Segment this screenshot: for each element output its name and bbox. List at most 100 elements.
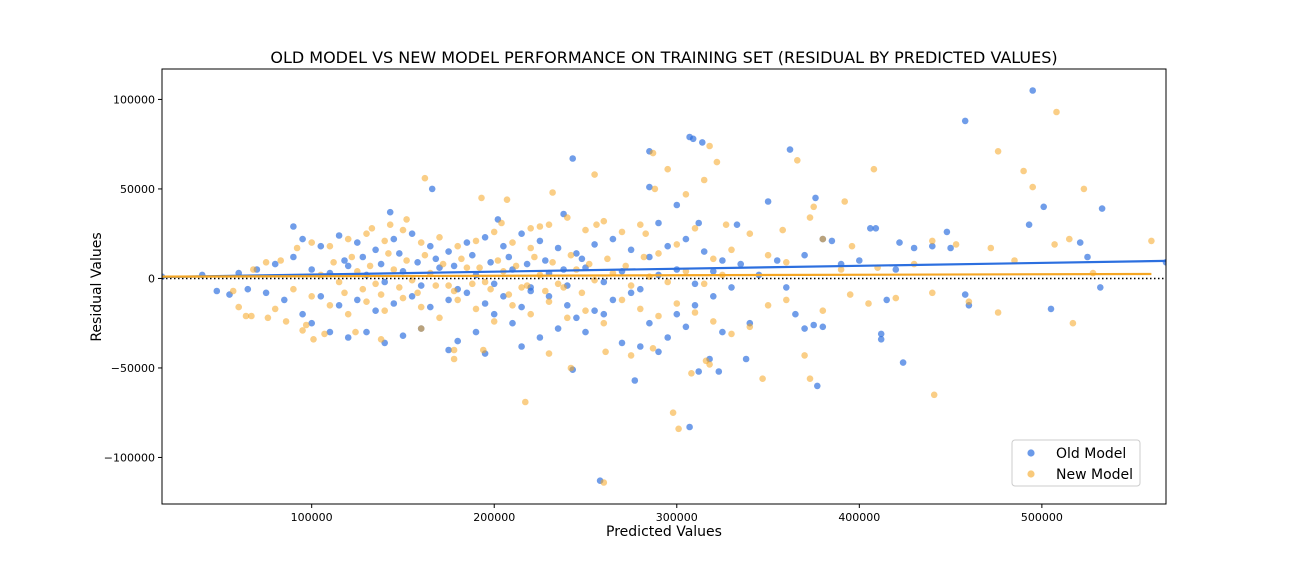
data-point — [929, 289, 936, 297]
data-point — [867, 225, 874, 232]
data-point — [518, 343, 525, 350]
data-point — [417, 303, 425, 311]
data-point — [463, 289, 471, 297]
data-point — [706, 361, 713, 368]
data-point — [403, 216, 410, 223]
data-point — [706, 142, 713, 150]
data-point — [262, 289, 270, 297]
data-point — [691, 309, 699, 316]
y-axis-label: Residual Values — [89, 232, 105, 341]
data-point — [377, 260, 385, 268]
data-point — [899, 359, 907, 366]
data-point — [600, 319, 608, 327]
data-point — [490, 280, 498, 288]
data-point — [792, 310, 799, 318]
old-model-trend-line — [162, 259, 1166, 279]
data-point — [344, 235, 352, 243]
data-point — [377, 336, 385, 343]
data-point — [564, 302, 571, 309]
data-point — [631, 377, 639, 384]
data-point — [321, 330, 328, 338]
x-tick-label: 500000 — [1021, 511, 1063, 524]
data-point — [454, 242, 462, 250]
data-point — [994, 148, 1002, 155]
data-point — [943, 228, 951, 236]
data-point — [490, 318, 498, 325]
data-point — [600, 278, 608, 286]
data-point — [801, 251, 808, 259]
data-point — [1097, 284, 1104, 291]
data-point — [518, 230, 525, 237]
data-point — [326, 242, 334, 250]
data-point — [500, 242, 507, 250]
data-point — [480, 346, 487, 354]
data-point — [627, 282, 635, 289]
data-point — [299, 310, 306, 318]
data-point — [783, 284, 790, 291]
data-point — [536, 334, 544, 341]
data-point — [348, 253, 356, 261]
data-point — [733, 221, 741, 228]
data-point — [600, 479, 608, 486]
data-point — [848, 242, 856, 250]
data-point — [814, 382, 821, 390]
data-point — [710, 268, 717, 275]
data-point — [806, 214, 814, 221]
data-point — [302, 321, 310, 329]
data-point — [892, 266, 900, 273]
data-point — [308, 319, 316, 327]
data-point — [929, 237, 936, 245]
data-point — [688, 370, 695, 377]
new-model-trend-line — [162, 272, 1152, 278]
data-point — [961, 291, 969, 298]
legend-marker — [1027, 470, 1035, 478]
data-point — [618, 296, 626, 304]
data-point — [500, 293, 507, 300]
data-point — [947, 244, 954, 252]
points-layer — [162, 87, 1166, 486]
data-point — [682, 191, 690, 198]
data-point — [293, 244, 301, 252]
data-point — [436, 234, 443, 241]
data-point — [354, 239, 361, 246]
data-point — [700, 176, 708, 184]
data-point — [481, 234, 489, 241]
data-point — [522, 398, 529, 406]
data-point — [381, 278, 389, 286]
data-point — [896, 239, 903, 246]
data-point — [710, 255, 717, 263]
data-point — [627, 352, 635, 359]
data-point — [450, 262, 458, 270]
x-tick-label: 300000 — [656, 511, 698, 524]
data-point — [810, 321, 817, 329]
data-point — [545, 293, 553, 300]
data-point — [673, 201, 681, 209]
y-tick-label: 100000 — [113, 93, 155, 106]
data-point — [1051, 241, 1058, 248]
data-point — [308, 266, 316, 273]
data-point — [469, 280, 476, 288]
legend-marker — [1027, 449, 1035, 457]
data-point — [779, 226, 786, 234]
legend-entry: Old Model — [1056, 446, 1126, 462]
data-point — [490, 228, 498, 236]
data-point — [248, 312, 255, 320]
data-point — [363, 230, 370, 237]
data-point — [664, 334, 671, 341]
data-point — [637, 343, 644, 350]
data-point — [396, 250, 403, 257]
data-point — [1047, 305, 1055, 313]
data-point — [450, 346, 458, 354]
data-point — [542, 257, 549, 264]
data-point — [481, 300, 489, 307]
data-point — [326, 302, 334, 309]
data-point — [326, 328, 334, 336]
data-point — [1080, 185, 1088, 193]
data-point — [699, 139, 706, 146]
data-point — [341, 257, 348, 264]
data-point — [527, 310, 534, 318]
data-point — [527, 244, 534, 252]
data-point — [710, 293, 717, 300]
data-point — [930, 391, 938, 399]
data-point — [390, 300, 398, 307]
